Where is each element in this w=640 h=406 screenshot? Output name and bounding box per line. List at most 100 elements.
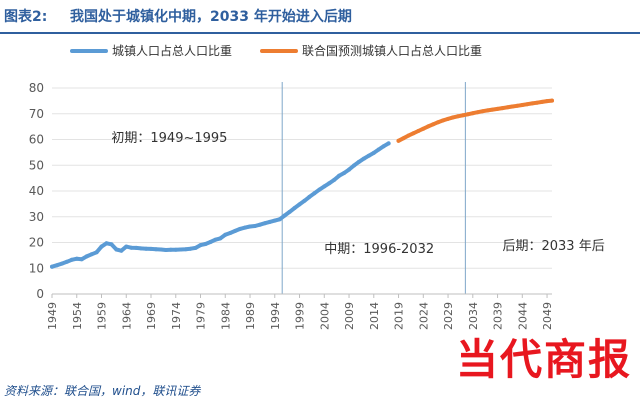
x-tick-label: 2039: [492, 302, 505, 330]
data-point: [307, 194, 312, 199]
data-point: [337, 173, 342, 178]
data-point: [470, 111, 475, 116]
chart-legend: 城镇人口占总人口比重 联合国预测城镇人口占总人口比重: [70, 43, 482, 58]
x-tick-label: 1999: [294, 302, 307, 330]
phase-divider-lines: [281, 82, 466, 294]
data-point: [253, 224, 257, 228]
data-point: [129, 245, 134, 250]
y-tick-label: 80: [29, 81, 44, 95]
data-point: [55, 263, 59, 268]
data-point: [272, 218, 277, 223]
y-tick-label: 40: [29, 184, 44, 198]
data-point: [64, 259, 69, 264]
data-point: [550, 98, 554, 103]
data-point: [515, 103, 520, 108]
y-tick-label: 20: [29, 236, 44, 250]
x-tick-label: 1974: [170, 302, 183, 330]
data-point: [510, 104, 515, 109]
data-point: [406, 133, 411, 138]
series-line: [396, 98, 554, 143]
data-point: [257, 222, 262, 227]
data-point: [485, 108, 490, 113]
x-tick-label: 1989: [244, 302, 257, 330]
data-point: [421, 126, 426, 131]
data-point: [178, 247, 183, 252]
data-point: [451, 115, 455, 120]
data-point: [505, 105, 510, 110]
phase-annotation: 初期：1949~1995: [111, 131, 227, 146]
data-point: [282, 213, 287, 218]
data-point: [248, 224, 252, 229]
x-tick-label: 2004: [318, 302, 331, 330]
data-point: [223, 232, 228, 237]
data-point: [99, 244, 104, 249]
data-point: [292, 206, 297, 210]
data-point: [401, 136, 406, 141]
data-point: [238, 226, 243, 231]
data-point: [163, 248, 168, 252]
y-tick-label: 0: [36, 287, 44, 301]
data-point: [322, 184, 327, 189]
data-point: [277, 217, 282, 222]
x-tick-label: 1954: [71, 302, 84, 330]
watermark-logo: 当代商报: [455, 335, 632, 384]
data-point: [154, 247, 158, 252]
data-point: [525, 102, 530, 107]
data-point: [69, 257, 74, 262]
data-point: [327, 181, 332, 186]
data-point: [193, 245, 198, 250]
data-point: [59, 261, 64, 266]
data-point: [94, 250, 99, 255]
chart-title: 我国处于城镇化中期，2033 年开始进入后期: [70, 9, 352, 25]
legend-label: 城镇人口占总人口比重: [112, 43, 232, 58]
chart-axes: 0 10 20 30 40 50 60 70 80 1949 1954 1959 1964 1969 197…: [29, 81, 554, 330]
data-point: [436, 120, 441, 125]
chart-grid: [52, 87, 552, 295]
data-point: [139, 246, 144, 251]
data-point: [213, 237, 218, 242]
phase-annotation: 中期：1996-2032: [324, 242, 434, 257]
data-point: [89, 252, 94, 257]
data-point: [50, 264, 54, 269]
data-point: [158, 247, 163, 252]
data-point: [500, 106, 505, 111]
data-point: [520, 103, 525, 107]
data-point: [376, 147, 381, 152]
data-point: [74, 256, 79, 261]
data-point: [465, 112, 470, 117]
x-tick-label: 1979: [195, 302, 208, 330]
data-point: [218, 236, 223, 241]
figure-label: 图表2:: [4, 9, 48, 25]
data-point: [411, 131, 416, 136]
x-tick-label: 1994: [269, 302, 282, 330]
data-point: [460, 113, 465, 118]
y-tick-label: 10: [29, 261, 44, 275]
data-point: [134, 245, 139, 250]
data-point: [84, 254, 89, 259]
data-point: [545, 99, 549, 104]
data-point: [366, 153, 371, 158]
data-point: [119, 248, 124, 253]
phase-annotations: 初期：1949~1995 中期：1996-2032 后期：2033 年后: [111, 131, 604, 257]
data-point: [347, 167, 351, 172]
data-point: [416, 129, 421, 133]
data-point: [535, 100, 540, 105]
x-tick-label: 2044: [516, 302, 529, 330]
data-point: [431, 122, 436, 127]
x-tick-label: 2024: [417, 302, 430, 330]
data-point: [233, 228, 238, 233]
y-tick-label: 60: [29, 133, 44, 147]
data-point: [332, 177, 337, 182]
x-tick-label: 2014: [368, 302, 381, 330]
line-chart: 城镇人口占总人口比重 联合国预测城镇人口占总人口比重 0 10 20 30 40 50 60 7…: [29, 43, 605, 330]
legend-label: 联合国预测城镇人口占总人口比重: [302, 43, 482, 58]
phase-annotation: 后期：2033 年后: [502, 239, 604, 254]
data-point: [114, 247, 119, 252]
data-point: [104, 241, 109, 246]
data-point: [361, 156, 366, 161]
data-point: [342, 171, 347, 175]
data-point: [480, 109, 485, 114]
x-tick-label: 1949: [46, 302, 59, 330]
y-tick-label: 30: [29, 210, 44, 224]
data-point: [267, 219, 272, 224]
